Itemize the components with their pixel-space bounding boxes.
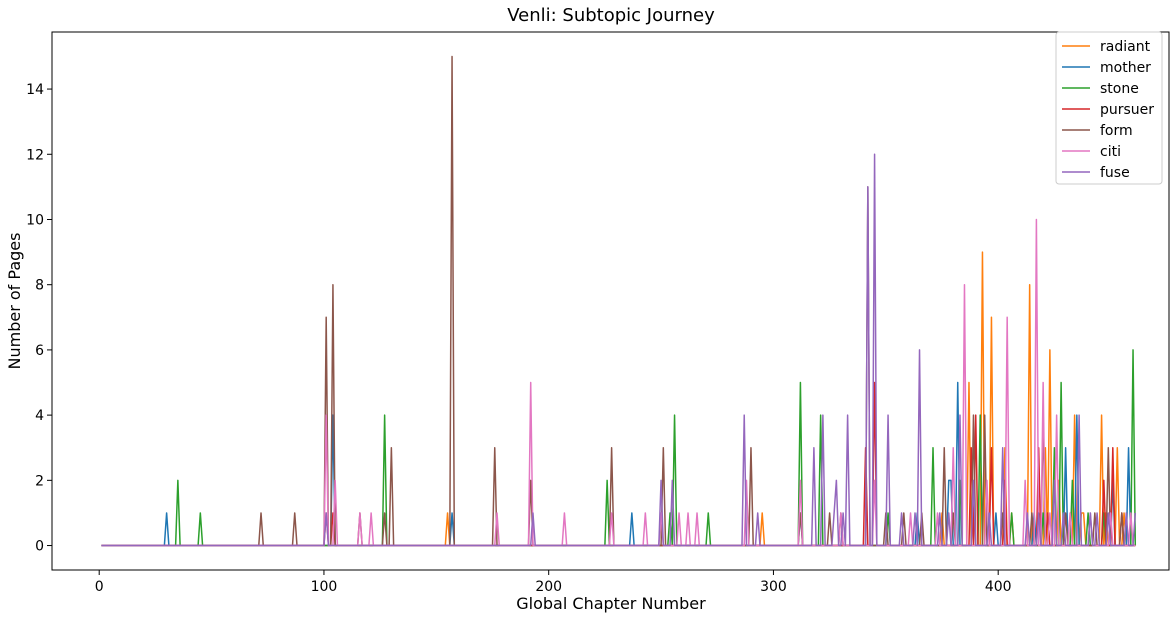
legend-label-pursuer: pursuer xyxy=(1100,102,1154,118)
y-tick-label-14: 14 xyxy=(26,82,44,98)
y-tick-label-10: 10 xyxy=(26,212,44,228)
y-tick-label-2: 2 xyxy=(35,473,44,489)
legend-label-form: form xyxy=(1100,123,1133,139)
legend-label-radiant: radiant xyxy=(1100,39,1151,55)
y-tick-label-0: 0 xyxy=(35,539,44,555)
legend-label-citi: citi xyxy=(1100,144,1121,160)
x-axis: 0 100 200 300 400 xyxy=(95,570,1012,595)
series-line-fuse xyxy=(101,153,1137,547)
legend: radiant mother stone pursuer form citi fuse xyxy=(1055,31,1163,185)
x-tick-label-100: 100 xyxy=(311,579,338,595)
y-axis: 0 2 4 6 8 10 12 14 xyxy=(26,82,52,555)
y-axis-label: Number of Pages xyxy=(5,233,24,370)
plot-frame xyxy=(51,31,1170,571)
x-tick-label-400: 400 xyxy=(985,579,1012,595)
legend-label-mother: mother xyxy=(1100,60,1151,76)
x-tick-label-300: 300 xyxy=(760,579,787,595)
series-layer xyxy=(101,55,1137,547)
y-tick-label-4: 4 xyxy=(35,408,44,424)
chart-title: Venli: Subtopic Journey xyxy=(507,5,715,26)
x-tick-label-200: 200 xyxy=(535,579,562,595)
x-axis-label: Global Chapter Number xyxy=(516,594,706,613)
y-tick-label-8: 8 xyxy=(35,278,44,294)
x-tick-label-0: 0 xyxy=(95,579,104,595)
legend-label-fuse: fuse xyxy=(1100,165,1130,181)
legend-box xyxy=(1055,31,1163,185)
y-tick-label-6: 6 xyxy=(35,343,44,359)
y-tick-label-12: 12 xyxy=(26,147,44,163)
legend-label-stone: stone xyxy=(1100,81,1139,97)
